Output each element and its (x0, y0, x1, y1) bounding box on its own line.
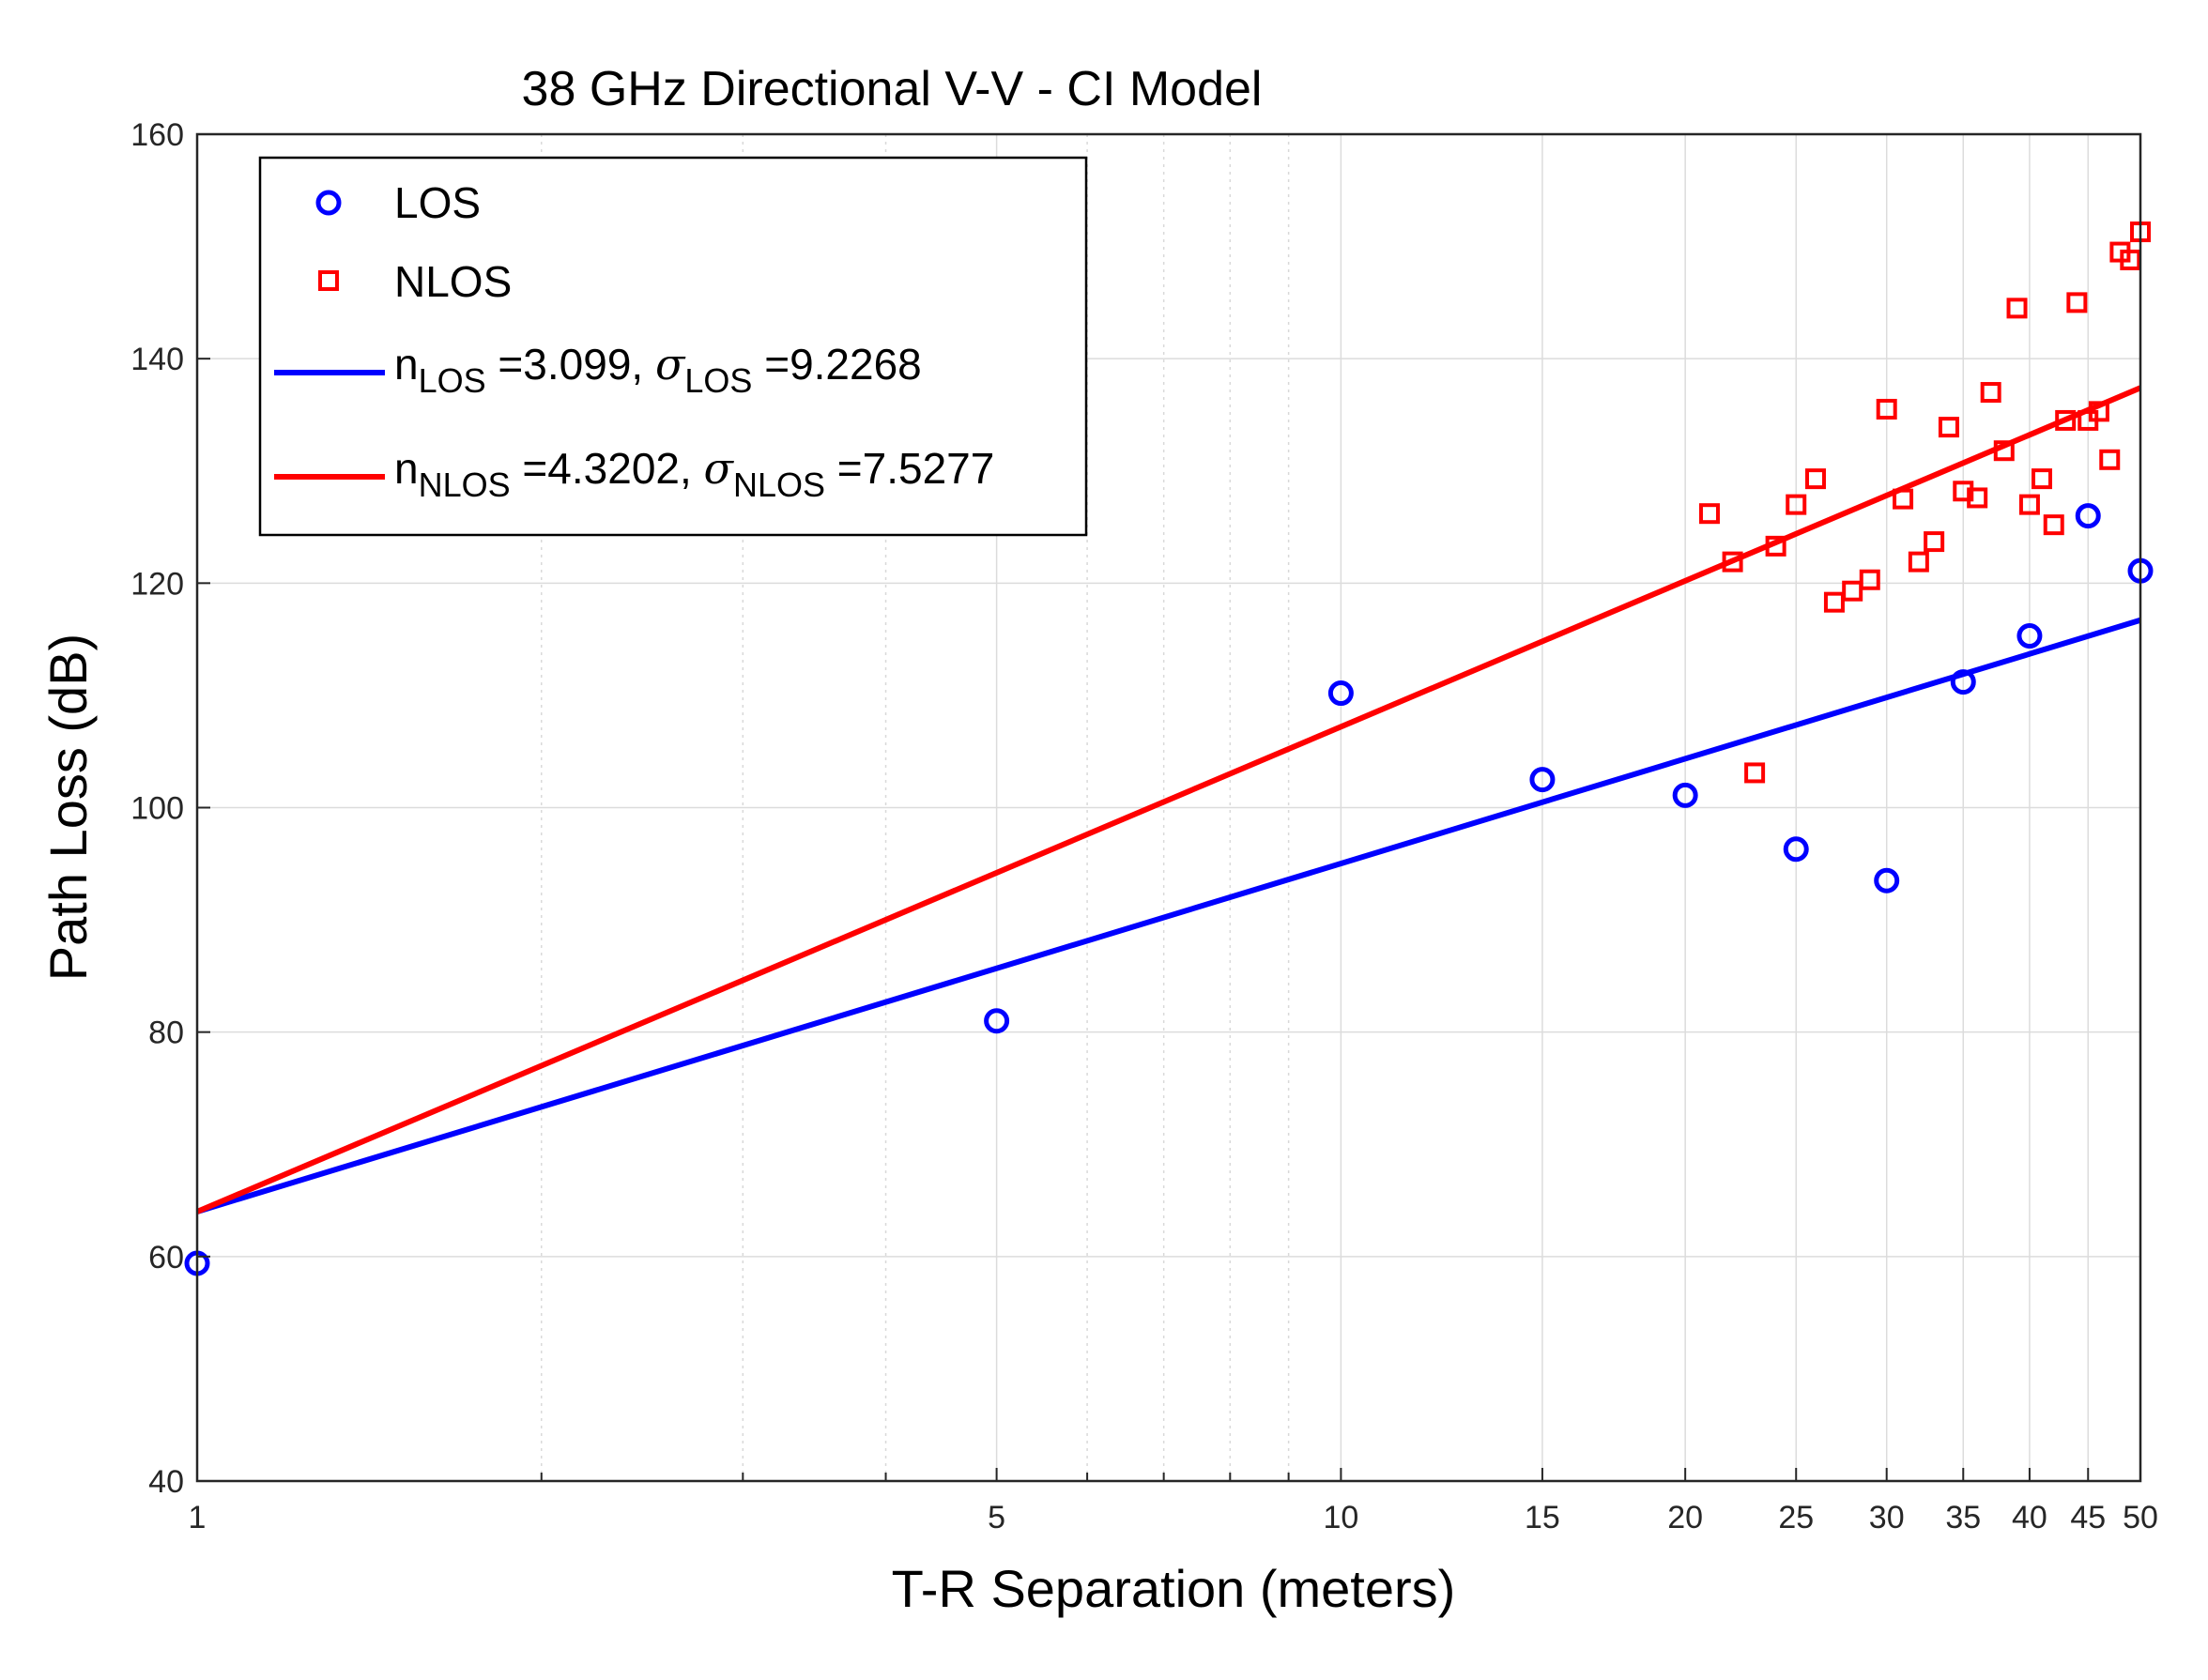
nlos-point (1993, 440, 2015, 462)
legend-nlos-fit-sigma: σ (704, 443, 735, 494)
legend: LOS NLOS nLOS =3.099, σLOS =9.2268 nNLOS… (258, 156, 1088, 537)
los-point (1529, 767, 1556, 793)
los-point (2075, 503, 2101, 529)
data-points (184, 221, 2154, 1276)
nlos-point (2043, 514, 2064, 536)
x-axis-label: T-R Separation (meters) (892, 1559, 1456, 1618)
nlos-point (1786, 494, 1807, 515)
nlos-point (1722, 551, 1743, 573)
y-axis-label: Path Loss (dB) (38, 634, 98, 981)
legend-box (258, 156, 1088, 537)
fit-line-los (196, 617, 2141, 1214)
legend-los-fit-n: n (394, 340, 419, 389)
nlos-point (1842, 580, 1863, 602)
nlos-point (1698, 503, 1720, 525)
x-tick-label: 50 (2123, 1500, 2158, 1535)
legend-nlos-fit-n-value: =4.3202, (511, 444, 704, 493)
legend-los-marker (315, 190, 342, 216)
legend-nlos-fit-n: n (394, 444, 419, 493)
legend-los-fit-sigma: σ (655, 339, 686, 389)
nlos-point (1823, 591, 1845, 613)
nlos-point (1744, 762, 1766, 784)
x-tick-label: 45 (2070, 1500, 2106, 1535)
legend-nlos-fit-n-sub: NLOS (419, 466, 511, 504)
legend-nlos-fit-sigma-value: =7.5277 (825, 444, 994, 493)
nlos-point (2006, 298, 2028, 319)
nlos-point (1908, 551, 1929, 573)
nlos-point (2120, 249, 2141, 270)
nlos-point (2066, 292, 2088, 313)
nlos-point (2018, 494, 2040, 515)
x-tick-label: 40 (2012, 1500, 2047, 1535)
x-tick-label: 35 (1945, 1500, 1981, 1535)
nlos-point (1876, 398, 1897, 420)
x-tick-label: 10 (1323, 1500, 1358, 1535)
legend-los-fit-label: nLOS =3.099, σLOS =9.2268 (394, 339, 922, 400)
y-tick-label: 140 (130, 342, 184, 377)
fit-line-nlos (195, 385, 2142, 1214)
nlos-point (1924, 531, 1945, 553)
legend-nlos-marker (318, 270, 339, 291)
x-tick-label: 30 (1869, 1500, 1905, 1535)
legend-nlos-fit-sigma-sub: NLOS (733, 466, 825, 504)
x-tick-label: 1 (189, 1500, 207, 1535)
los-point (984, 1008, 1010, 1034)
los-point (1327, 680, 1354, 707)
x-tick-label: 15 (1525, 1500, 1560, 1535)
los-point (1874, 867, 1900, 893)
nlos-point (1893, 488, 1914, 510)
legend-los-label: LOS (394, 178, 481, 227)
y-tick-label: 40 (148, 1464, 184, 1500)
nlos-point (2055, 409, 2077, 431)
nlos-point (1938, 417, 1959, 438)
legend-los-fit-n-sub: LOS (419, 361, 486, 400)
legend-los-fit-n-value: =3.099, (486, 340, 655, 389)
fit-lines (195, 385, 2142, 1214)
los-point (1672, 782, 1698, 808)
nlos-point (2031, 468, 2052, 490)
nlos-point (1804, 468, 1826, 490)
x-tick-label: 25 (1778, 1500, 1814, 1535)
los-point (1950, 669, 1976, 695)
legend-los-fit-sigma-value: =9.2268 (752, 340, 921, 389)
x-tick-label: 20 (1667, 1500, 1703, 1535)
nlos-point (1859, 569, 1880, 590)
y-tick-label: 100 (130, 791, 184, 827)
legend-nlos-label: NLOS (394, 257, 512, 306)
los-point (2016, 623, 2043, 649)
chart-title: 38 GHz Directional V-V - CI Model (522, 62, 1263, 116)
y-tick-label: 160 (130, 117, 184, 153)
y-tick-label: 80 (148, 1016, 184, 1051)
nlos-point (2099, 449, 2121, 470)
y-tick-label: 60 (148, 1240, 184, 1275)
y-tick-label: 120 (130, 566, 184, 602)
los-point (1783, 836, 1809, 863)
nlos-point (2088, 401, 2109, 422)
nlos-point (1967, 487, 1988, 509)
x-tick-label: 5 (988, 1500, 1005, 1535)
nlos-point (1980, 382, 2001, 404)
legend-los-fit-sigma-sub: LOS (684, 361, 752, 400)
nlos-point (1765, 535, 1786, 557)
legend-nlos-fit-label: nNLOS =4.3202, σNLOS =7.5277 (394, 443, 994, 504)
